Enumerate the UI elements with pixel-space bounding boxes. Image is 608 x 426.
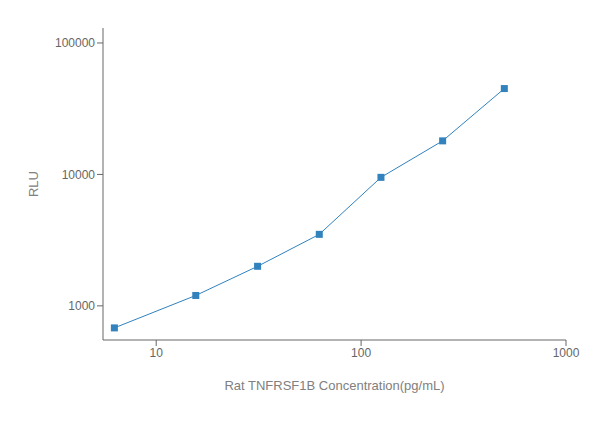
svg-text:1000: 1000 xyxy=(68,299,95,313)
svg-text:1000: 1000 xyxy=(553,346,580,360)
svg-text:10: 10 xyxy=(150,346,164,360)
svg-text:RLU: RLU xyxy=(26,171,41,197)
svg-text:100: 100 xyxy=(351,346,371,360)
svg-text:10000: 10000 xyxy=(62,168,96,182)
svg-text:100000: 100000 xyxy=(55,36,95,50)
svg-text:Rat TNFRSF1B Concentration(pg/: Rat TNFRSF1B Concentration(pg/mL) xyxy=(224,378,444,393)
